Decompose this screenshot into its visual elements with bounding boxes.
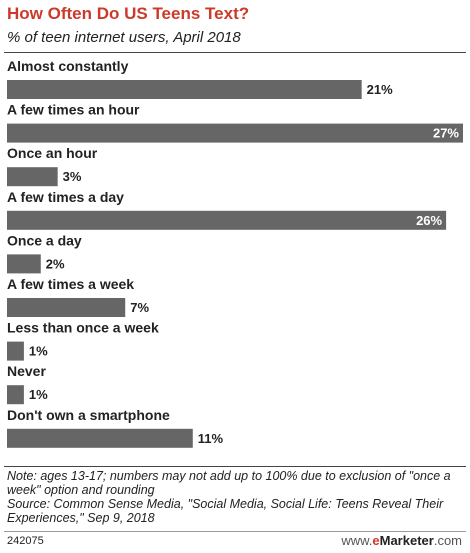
bar-never xyxy=(7,385,24,405)
data-label-don-t-own-a-smartphone: 11% xyxy=(198,431,224,446)
bar-a-few-times-an-hour xyxy=(7,123,463,143)
data-label-never: 1% xyxy=(29,387,48,402)
data-label-once-an-hour: 3% xyxy=(63,169,82,184)
category-label-a-few-times-an-hour: A few times an hour xyxy=(7,102,140,118)
brand-logo: www.eMarketer.com xyxy=(341,533,462,548)
category-label-less-than-once-a-week: Less than once a week xyxy=(7,320,159,336)
top-divider xyxy=(4,52,466,53)
data-label-once-a-day: 2% xyxy=(46,256,65,271)
data-label-almost-constantly: 21% xyxy=(367,82,393,97)
brand-suffix: .com xyxy=(433,533,462,548)
bar-don-t-own-a-smartphone xyxy=(7,428,193,448)
brand-prefix: www. xyxy=(341,533,373,548)
note-text: Note: ages 13-17; numbers may not add up… xyxy=(7,469,451,497)
category-label-once-an-hour: Once an hour xyxy=(7,145,98,161)
category-label-once-a-day: Once a day xyxy=(7,232,82,248)
bar-almost-constantly xyxy=(7,80,362,99)
data-label-a-few-times-a-day: 26% xyxy=(416,213,442,228)
bar-chart: Almost constantly 21% A few times an hour 2… xyxy=(7,58,463,448)
data-label-a-few-times-a-week: 7% xyxy=(130,300,149,315)
brand-name: Marketer xyxy=(379,533,434,548)
category-label-a-few-times-a-week: A few times a week xyxy=(7,276,134,292)
category-label-almost-constantly: Almost constantly xyxy=(7,58,129,74)
bar-once-an-hour xyxy=(7,167,58,187)
bottom-divider xyxy=(4,466,466,467)
chart-notes: Note: ages 13-17; numbers may not add up… xyxy=(7,469,463,525)
bar-a-few-times-a-week xyxy=(7,298,126,317)
category-label-a-few-times-a-day: A few times a day xyxy=(7,189,124,205)
bar-once-a-day xyxy=(7,254,41,274)
data-label-a-few-times-an-hour: 27% xyxy=(433,126,459,141)
footer-divider xyxy=(4,531,466,532)
source-text: Source: Common Sense Media, "Social Medi… xyxy=(7,497,444,525)
bar-less-than-once-a-week xyxy=(7,341,24,361)
chart-title: How Often Do US Teens Text? xyxy=(7,4,250,23)
brand-e: e xyxy=(372,533,380,548)
chart-subtitle: % of teen internet users, April 2018 xyxy=(7,29,241,46)
category-label-never: Never xyxy=(7,363,46,379)
data-label-less-than-once-a-week: 1% xyxy=(29,344,48,359)
bar-a-few-times-a-day xyxy=(7,210,447,230)
category-label-don-t-own-a-smartphone: Don't own a smartphone xyxy=(7,407,170,423)
chart-id: 242075 xyxy=(7,535,44,547)
